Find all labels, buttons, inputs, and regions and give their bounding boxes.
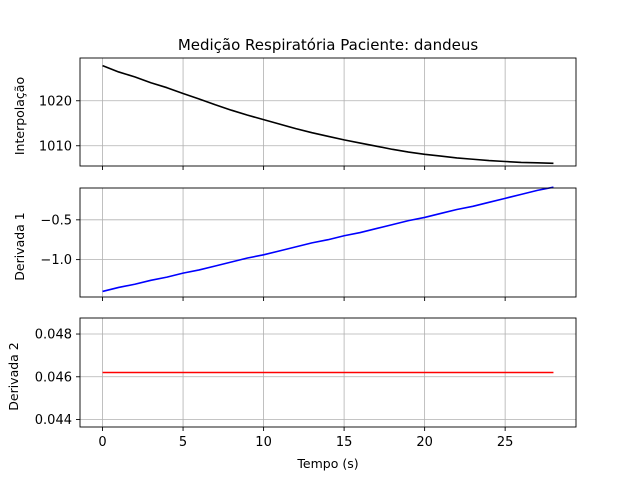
panel-3-axes-frame — [79, 317, 577, 428]
x-tick-label: 15 — [336, 435, 353, 450]
panel-1-axes-frame — [79, 57, 577, 167]
panel-2-y-tick-label: −1.0 — [40, 253, 72, 268]
panel-1-y-axis-label: Interpolação — [12, 77, 27, 155]
panel-2-y-tick-label: −0.5 — [40, 213, 72, 228]
panel-2-y-axis-label: Derivada 1 — [12, 212, 27, 281]
panel-2-series-line — [102, 186, 554, 293]
panel-3-y-tick-label: 0.048 — [35, 328, 72, 343]
x-tick-label: 10 — [255, 435, 272, 450]
panel-1-series-line — [102, 64, 554, 165]
x-tick-label: 20 — [416, 435, 433, 450]
panel-2-axes-frame — [79, 187, 577, 298]
x-tick-label: 25 — [497, 435, 514, 450]
panel-1-y-tick-label: 1020 — [39, 94, 72, 109]
x-tick-label: 0 — [98, 435, 106, 450]
panel-3-y-axis-label: Derivada 2 — [6, 342, 21, 411]
panel-1-y-tick-label: 1010 — [39, 139, 72, 154]
panel-3-y-tick-label: 0.046 — [35, 370, 72, 385]
x-tick-label: 5 — [179, 435, 187, 450]
x-axis-label: Tempo (s) — [296, 456, 358, 471]
chart-title: Medição Respiratória Paciente: dandeus — [178, 36, 479, 54]
panel-3-y-tick-label: 0.044 — [35, 413, 72, 428]
